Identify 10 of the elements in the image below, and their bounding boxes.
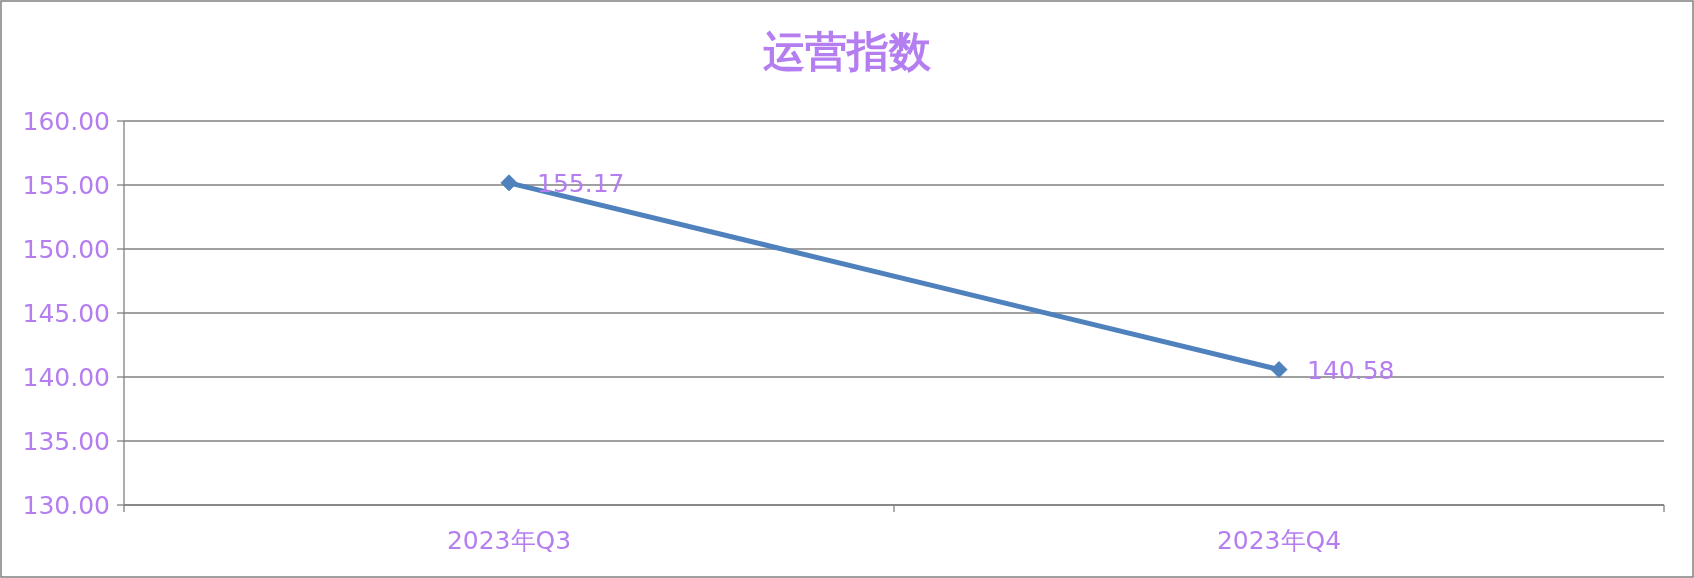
- y-tick-label: 135.00: [22, 427, 110, 456]
- y-tick-label: 140.00: [22, 363, 110, 392]
- y-tick-label: 155.00: [22, 171, 110, 200]
- x-tick-label: 2023年Q3: [446, 526, 572, 555]
- chart-title: 运营指数: [763, 27, 932, 76]
- y-tick-label: 145.00: [22, 299, 110, 328]
- y-tick-label: 150.00: [22, 235, 110, 264]
- x-tick-label: 2023年Q4: [1216, 526, 1342, 555]
- y-tick-label: 130.00: [22, 491, 110, 520]
- y-tick-label: 160.00: [22, 107, 110, 136]
